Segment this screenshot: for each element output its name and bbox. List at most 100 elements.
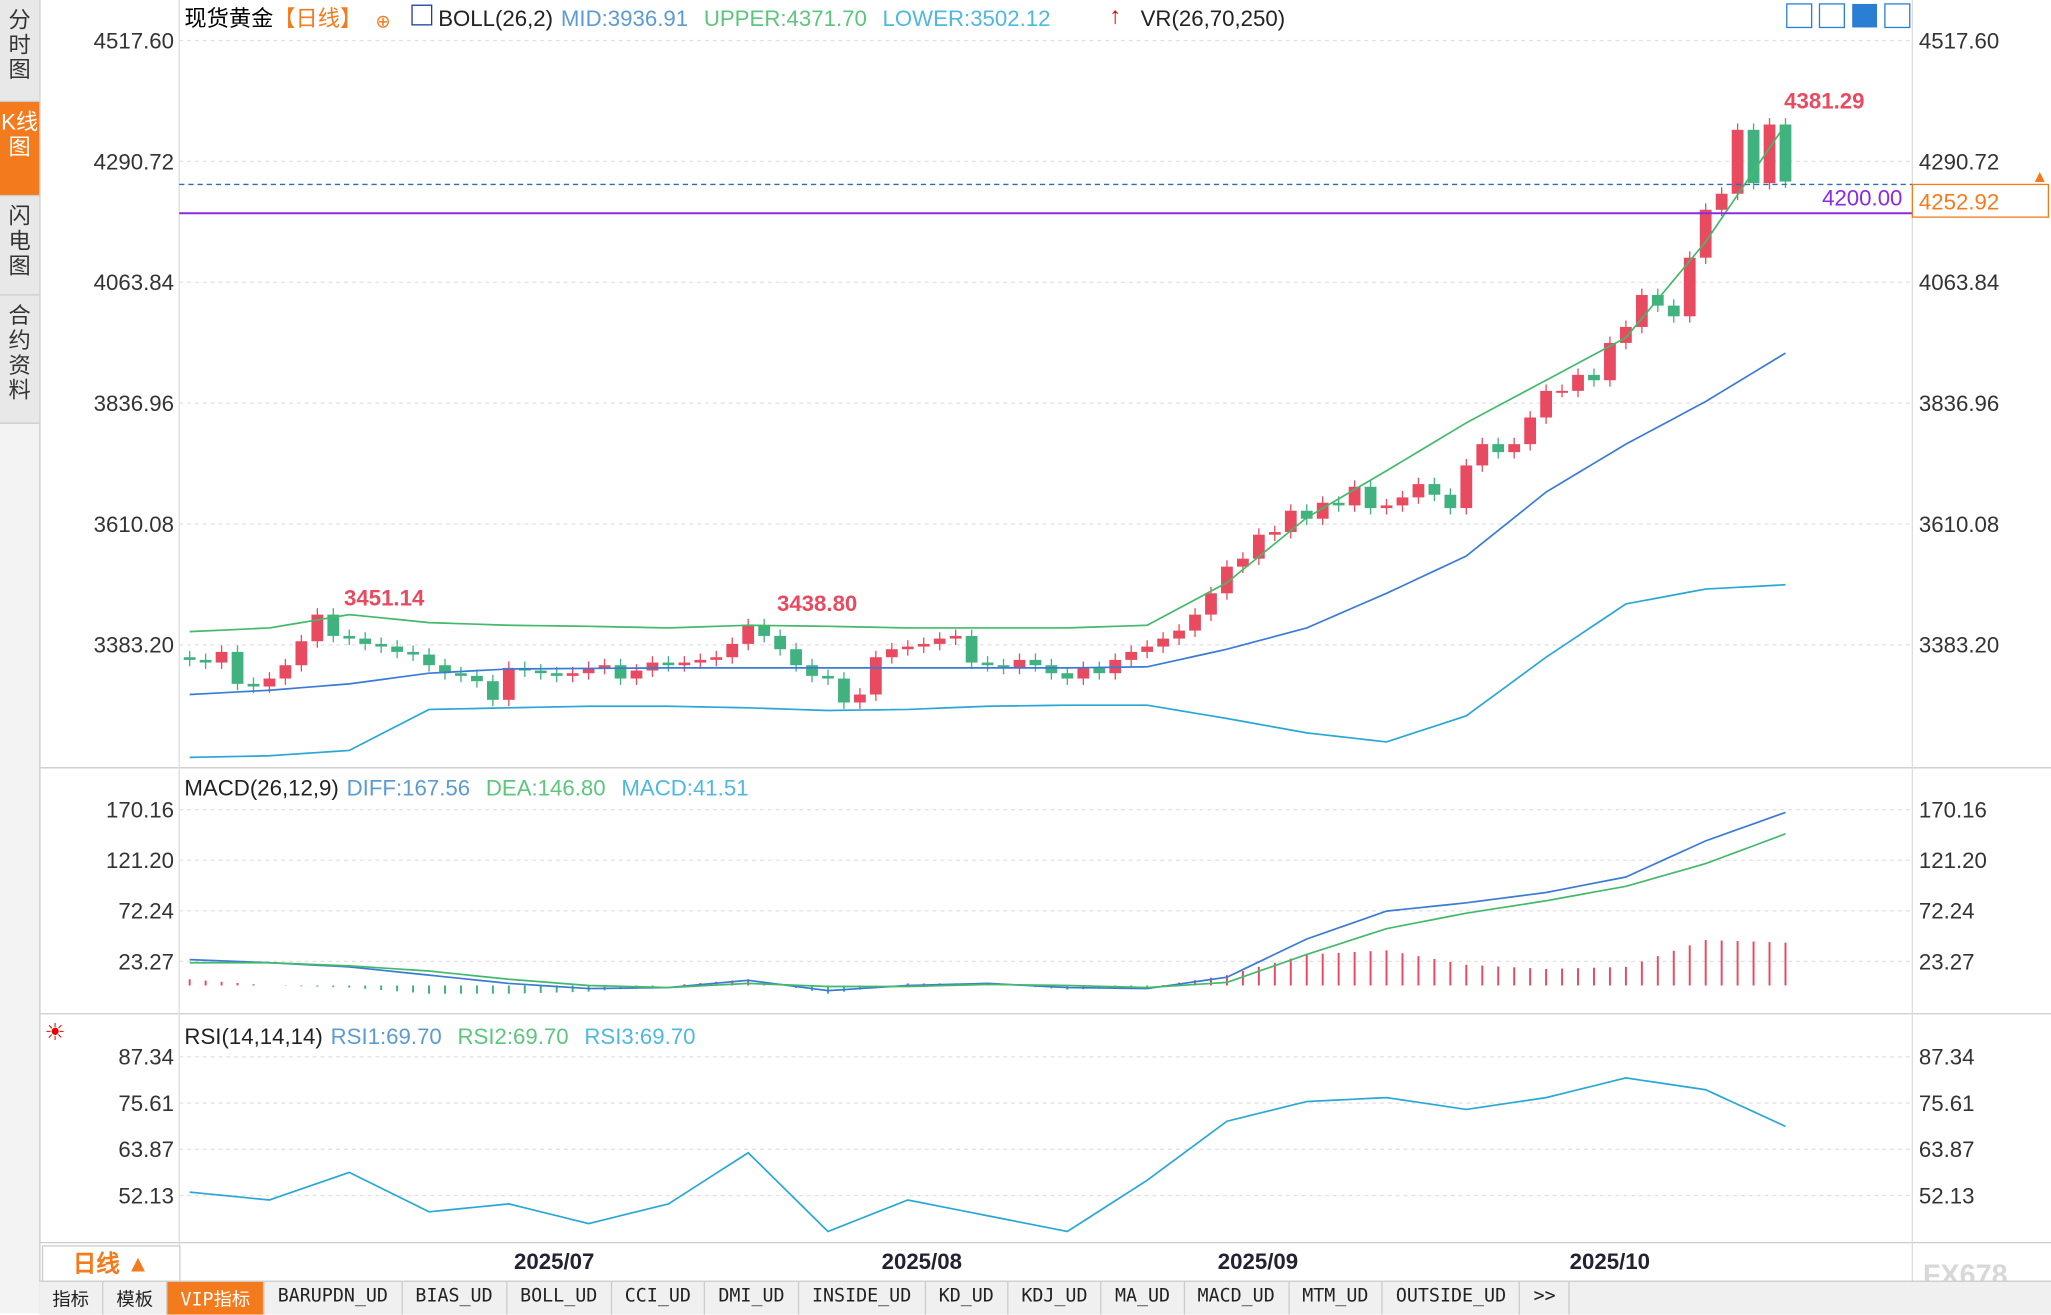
candle-body[interactable] [1635, 294, 1648, 327]
candle-body[interactable] [359, 638, 372, 644]
candle-body[interactable] [311, 614, 324, 642]
candle-body[interactable] [1061, 673, 1074, 679]
indicator-tab[interactable]: 指标 [39, 1281, 104, 1315]
candle-body[interactable] [582, 667, 595, 674]
candle-body[interactable] [774, 635, 787, 650]
candle-body[interactable] [455, 673, 467, 676]
tab-timeshare[interactable]: 分时图 [0, 0, 40, 103]
candle-body[interactable] [1125, 651, 1138, 660]
candle-body[interactable] [1444, 494, 1457, 509]
candle-body[interactable] [678, 662, 691, 666]
tab-flash[interactable]: 闪电图 [0, 196, 40, 296]
candle-body[interactable] [327, 614, 340, 636]
candle-body[interactable] [1189, 614, 1201, 631]
candle-body[interactable] [1252, 534, 1265, 559]
candle-body[interactable] [806, 665, 818, 676]
indicator-tab[interactable]: 模板 [103, 1281, 168, 1315]
candle-body[interactable] [1715, 193, 1728, 210]
candle-body[interactable] [1540, 390, 1552, 418]
candle-body[interactable] [375, 643, 388, 647]
boll-indicator-icon[interactable] [411, 4, 433, 26]
candle-body[interactable] [1205, 593, 1217, 615]
indicator-tab[interactable]: MA_UD [1102, 1281, 1185, 1315]
candle-body[interactable] [1763, 124, 1776, 184]
candle-body[interactable] [423, 654, 435, 666]
indicator-tab[interactable]: KDJ_UD [1008, 1281, 1102, 1315]
candle-body[interactable] [1412, 484, 1425, 498]
candle-body[interactable] [231, 651, 244, 684]
candle-body[interactable] [790, 649, 802, 666]
candle-body[interactable] [1572, 374, 1584, 391]
indicator-tab[interactable]: MACD_UD [1184, 1281, 1290, 1315]
candle-body[interactable] [1620, 326, 1632, 343]
indicator-tab[interactable]: BARUPDN_UD [265, 1281, 403, 1315]
candle-body[interactable] [1093, 667, 1106, 674]
candle-body[interactable] [901, 646, 914, 650]
indicator-tab[interactable]: DMI_UD [705, 1281, 799, 1315]
period-selector[interactable]: 日线 ▲ [41, 1245, 181, 1282]
candle-body[interactable] [630, 670, 643, 679]
candle-body[interactable] [1300, 510, 1313, 519]
candle-body[interactable] [965, 635, 978, 663]
candle-body[interactable] [646, 662, 659, 671]
candle-body[interactable] [1364, 486, 1377, 509]
tab-kline[interactable]: K线图 [0, 102, 40, 197]
candle-body[interactable] [1173, 630, 1185, 639]
candle-body[interactable] [1237, 558, 1249, 567]
candle-body[interactable] [407, 651, 419, 655]
candle-body[interactable] [1731, 129, 1744, 194]
candle-body[interactable] [183, 657, 196, 660]
candle-body[interactable] [534, 670, 547, 674]
candle-body[interactable] [726, 643, 739, 658]
candle-body[interactable] [1268, 532, 1281, 535]
candle-body[interactable] [1428, 484, 1441, 495]
candle-body[interactable] [1045, 665, 1058, 674]
settings-sun-icon[interactable]: ☀ [44, 1019, 65, 1045]
candle-body[interactable] [215, 651, 228, 663]
indicator-tab[interactable]: CCI_UD [612, 1281, 706, 1315]
candle-body[interactable] [1779, 124, 1792, 182]
indicator-tab[interactable]: OUTSIDE_UD [1383, 1281, 1521, 1315]
candle-body[interactable] [486, 681, 499, 700]
candle-body[interactable] [502, 667, 515, 700]
candle-body[interactable] [1508, 444, 1521, 453]
candle-body[interactable] [854, 694, 866, 703]
candle-body[interactable] [1029, 659, 1042, 666]
candle-body[interactable] [471, 675, 483, 682]
candle-body[interactable] [550, 673, 563, 676]
candle-body[interactable] [199, 659, 212, 663]
candle-body[interactable] [1460, 465, 1473, 509]
candle-body[interactable] [1588, 374, 1600, 381]
candle-body[interactable] [1683, 257, 1696, 317]
candle-body[interactable] [295, 641, 308, 666]
candle-body[interactable] [742, 625, 755, 644]
candle-body[interactable] [1077, 667, 1090, 679]
candle-body[interactable] [1492, 444, 1505, 453]
candle-body[interactable] [1284, 510, 1297, 533]
candle-body[interactable] [263, 678, 276, 687]
indicator-tab[interactable]: INSIDE_UD [799, 1281, 926, 1315]
candle-body[interactable] [614, 665, 627, 679]
candle-body[interactable] [1556, 390, 1568, 393]
candle-body[interactable] [662, 662, 675, 666]
candle-body[interactable] [758, 625, 771, 636]
candle-body[interactable] [598, 665, 611, 668]
candle-body[interactable] [933, 638, 946, 644]
candle-body[interactable] [885, 649, 898, 658]
candle-body[interactable] [917, 643, 930, 647]
candle-body[interactable] [1604, 342, 1616, 381]
candle-body[interactable] [1013, 659, 1026, 668]
candle-body[interactable] [391, 646, 404, 652]
candle-body[interactable] [439, 665, 451, 674]
candle-body[interactable] [1141, 646, 1154, 652]
candle-body[interactable] [1747, 129, 1760, 184]
candle-body[interactable] [1380, 505, 1393, 509]
indicator-tab[interactable]: KD_UD [926, 1281, 1009, 1315]
tab-contract-info[interactable]: 合约资料 [0, 295, 40, 424]
candle-body[interactable] [1221, 566, 1233, 594]
candle-body[interactable] [997, 665, 1010, 668]
candle-body[interactable] [694, 659, 707, 663]
chart-type-icon[interactable] [1852, 3, 1878, 28]
candle-body[interactable] [1396, 497, 1409, 506]
